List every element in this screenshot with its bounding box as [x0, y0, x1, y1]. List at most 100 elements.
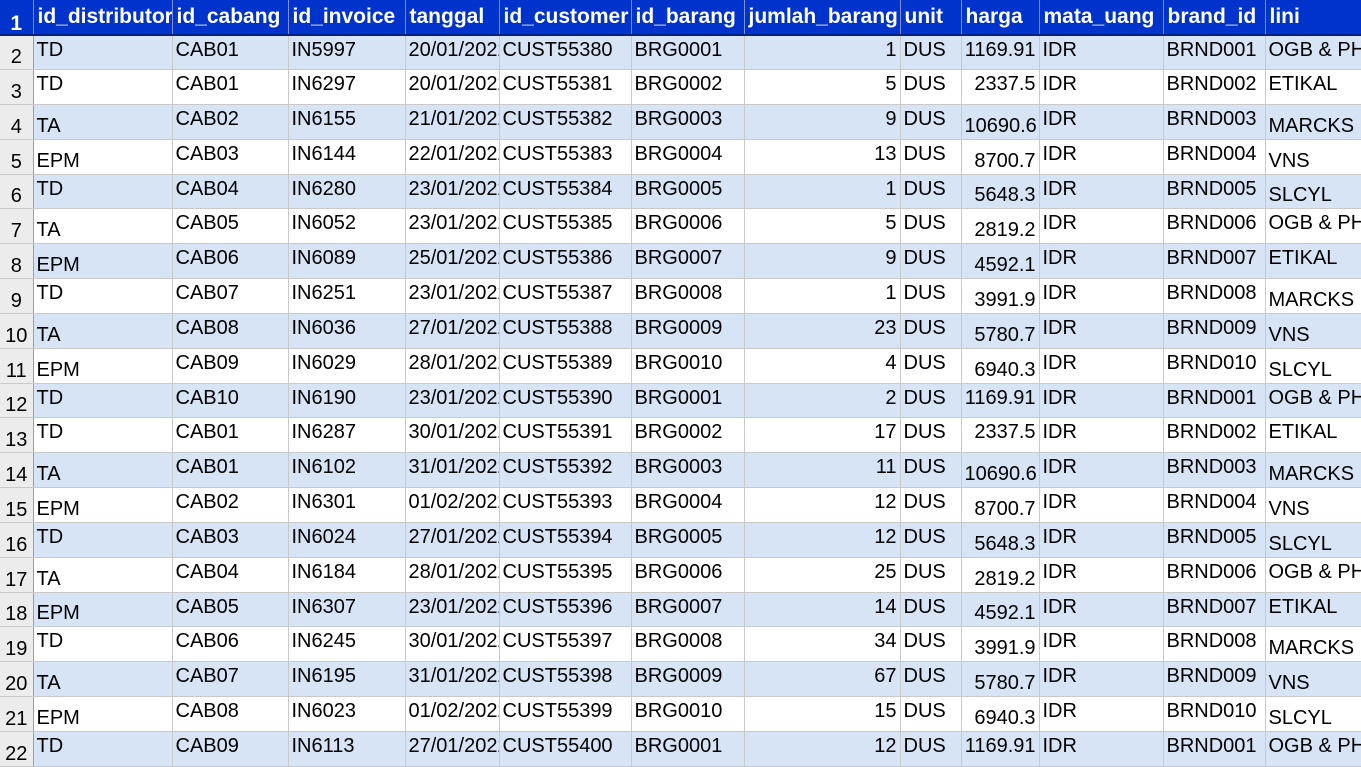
cell-brand-id[interactable]: BRND007 — [1163, 592, 1266, 628]
column-header-id-distributor[interactable]: id_distributor — [33, 0, 173, 36]
cell-jumlah-barang[interactable]: 12 — [744, 487, 901, 523]
cell-tanggal[interactable]: 01/02/2022 — [405, 696, 500, 732]
cell-jumlah-barang[interactable]: 15 — [744, 696, 901, 732]
cell-unit[interactable]: DUS — [900, 731, 962, 767]
cell-jumlah-barang[interactable]: 67 — [744, 661, 901, 698]
cell-jumlah-barang[interactable]: 17 — [744, 417, 901, 454]
cell-tanggal[interactable]: 23/01/2022 — [405, 208, 500, 245]
cell-id-customer[interactable]: CUST55392 — [499, 452, 632, 489]
cell-tanggal[interactable]: 27/01/2022 — [405, 731, 500, 767]
cell-harga[interactable]: 2819.2 — [961, 208, 1040, 245]
cell-id-distributor[interactable]: EPM — [33, 243, 173, 280]
cell-id-barang[interactable]: BRG0003 — [631, 452, 745, 489]
cell-unit[interactable]: DUS — [900, 208, 962, 245]
cell-id-distributor[interactable]: TA — [33, 208, 173, 245]
row-number[interactable]: 4 — [0, 104, 34, 140]
cell-id-cabang[interactable]: CAB02 — [172, 104, 289, 140]
cell-jumlah-barang[interactable]: 14 — [744, 592, 901, 628]
cell-unit[interactable]: DUS — [900, 174, 962, 210]
column-header-id-barang[interactable]: id_barang — [631, 0, 745, 36]
cell-id-cabang[interactable]: CAB05 — [172, 592, 289, 628]
cell-lini[interactable]: MARCKS — [1265, 104, 1361, 140]
cell-id-invoice[interactable]: IN6245 — [288, 626, 406, 663]
cell-id-cabang[interactable]: CAB03 — [172, 139, 289, 175]
cell-id-distributor[interactable]: TD — [33, 522, 173, 558]
cell-tanggal[interactable]: 28/01/2022 — [405, 348, 500, 384]
cell-jumlah-barang[interactable]: 9 — [744, 243, 901, 280]
cell-id-cabang[interactable]: CAB07 — [172, 278, 289, 314]
cell-tanggal[interactable]: 30/01/2022 — [405, 417, 500, 454]
column-header-id-cabang[interactable]: id_cabang — [172, 0, 289, 36]
cell-id-cabang[interactable]: CAB09 — [172, 731, 289, 767]
column-header-harga[interactable]: harga — [961, 0, 1040, 36]
row-number[interactable]: 22 — [0, 731, 34, 767]
cell-id-invoice[interactable]: IN6102 — [288, 452, 406, 489]
row-number[interactable]: 1 — [0, 0, 34, 36]
cell-harga[interactable]: 8700.7 — [961, 487, 1040, 523]
cell-mata-uang[interactable]: IDR — [1039, 174, 1164, 210]
cell-unit[interactable]: DUS — [900, 348, 962, 384]
cell-unit[interactable]: DUS — [900, 313, 962, 349]
cell-id-cabang[interactable]: CAB04 — [172, 557, 289, 593]
row-number[interactable]: 9 — [0, 278, 34, 314]
row-number[interactable]: 17 — [0, 557, 34, 593]
cell-tanggal[interactable]: 23/01/2022 — [405, 592, 500, 628]
cell-id-customer[interactable]: CUST55394 — [499, 522, 632, 558]
cell-id-cabang[interactable]: CAB10 — [172, 383, 289, 419]
cell-id-customer[interactable]: CUST55398 — [499, 661, 632, 698]
cell-id-invoice[interactable]: IN6287 — [288, 417, 406, 454]
row-number[interactable]: 3 — [0, 69, 34, 105]
cell-id-distributor[interactable]: TD — [33, 278, 173, 314]
cell-brand-id[interactable]: BRND001 — [1163, 383, 1266, 419]
column-header-id-customer[interactable]: id_customer — [499, 0, 632, 36]
cell-jumlah-barang[interactable]: 12 — [744, 522, 901, 558]
cell-harga[interactable]: 5780.7 — [961, 313, 1040, 349]
cell-brand-id[interactable]: BRND005 — [1163, 174, 1266, 210]
cell-id-distributor[interactable]: EPM — [33, 696, 173, 732]
cell-brand-id[interactable]: BRND003 — [1163, 452, 1266, 489]
cell-jumlah-barang[interactable]: 9 — [744, 104, 901, 140]
cell-lini[interactable]: SLCYL — [1265, 174, 1361, 210]
cell-harga[interactable]: 10690.6 — [961, 104, 1040, 140]
cell-jumlah-barang[interactable]: 5 — [744, 208, 901, 245]
cell-id-barang[interactable]: BRG0006 — [631, 557, 745, 593]
cell-id-invoice[interactable]: IN6251 — [288, 278, 406, 314]
cell-id-invoice[interactable]: IN6029 — [288, 348, 406, 384]
cell-harga[interactable]: 8700.7 — [961, 139, 1040, 175]
cell-mata-uang[interactable]: IDR — [1039, 557, 1164, 593]
cell-id-customer[interactable]: CUST55380 — [499, 34, 632, 71]
cell-id-customer[interactable]: CUST55397 — [499, 626, 632, 663]
cell-id-barang[interactable]: BRG0003 — [631, 104, 745, 140]
cell-lini[interactable]: VNS — [1265, 313, 1361, 349]
cell-lini[interactable]: OGB & PH — [1265, 208, 1361, 245]
cell-brand-id[interactable]: BRND007 — [1163, 243, 1266, 280]
cell-id-cabang[interactable]: CAB01 — [172, 417, 289, 454]
cell-id-invoice[interactable]: IN6144 — [288, 139, 406, 175]
cell-tanggal[interactable]: 01/02/2022 — [405, 487, 500, 523]
cell-harga[interactable]: 10690.6 — [961, 452, 1040, 489]
cell-brand-id[interactable]: BRND010 — [1163, 348, 1266, 384]
cell-id-cabang[interactable]: CAB02 — [172, 487, 289, 523]
column-header-tanggal[interactable]: tanggal — [405, 0, 500, 36]
row-number[interactable]: 16 — [0, 522, 34, 558]
cell-id-cabang[interactable]: CAB01 — [172, 69, 289, 105]
cell-id-distributor[interactable]: EPM — [33, 139, 173, 175]
cell-lini[interactable]: MARCKS — [1265, 452, 1361, 489]
cell-id-invoice[interactable]: IN6155 — [288, 104, 406, 140]
cell-jumlah-barang[interactable]: 13 — [744, 139, 901, 175]
cell-tanggal[interactable]: 25/01/2022 — [405, 243, 500, 280]
cell-brand-id[interactable]: BRND006 — [1163, 557, 1266, 593]
cell-id-distributor[interactable]: TD — [33, 69, 173, 105]
cell-id-distributor[interactable]: TD — [33, 417, 173, 454]
cell-id-cabang[interactable]: CAB04 — [172, 174, 289, 210]
cell-id-invoice[interactable]: IN6023 — [288, 696, 406, 732]
cell-lini[interactable]: ETIKAL — [1265, 417, 1361, 454]
cell-id-cabang[interactable]: CAB01 — [172, 452, 289, 489]
cell-mata-uang[interactable]: IDR — [1039, 626, 1164, 663]
cell-id-customer[interactable]: CUST55389 — [499, 348, 632, 384]
column-header-unit[interactable]: unit — [900, 0, 962, 36]
cell-harga[interactable]: 4592.1 — [961, 243, 1040, 280]
cell-id-barang[interactable]: BRG0009 — [631, 661, 745, 698]
cell-brand-id[interactable]: BRND002 — [1163, 69, 1266, 105]
cell-harga[interactable]: 2819.2 — [961, 557, 1040, 593]
